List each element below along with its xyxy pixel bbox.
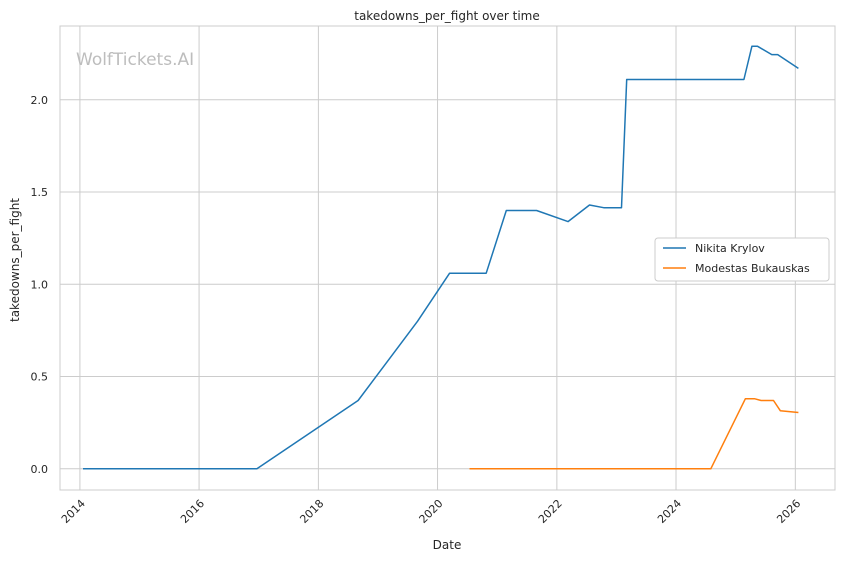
y-axis-label: takedowns_per_fight — [8, 198, 22, 322]
watermark: WolfTickets.AI — [76, 50, 194, 70]
plot-frame — [59, 25, 836, 491]
x-tick-label: 2018 — [297, 497, 326, 526]
series-line-modestas-bukauskas — [469, 397, 799, 470]
legend-label-nikita-krylov: Nikita Krylov — [695, 242, 765, 255]
series-line-nikita-krylov — [83, 45, 799, 470]
y-tick-label: 0.5 — [31, 371, 49, 384]
series-lines — [83, 45, 799, 470]
x-tick-label: 2020 — [417, 497, 446, 526]
x-tick-label: 2016 — [178, 497, 207, 526]
x-tick-label: 2024 — [655, 497, 684, 526]
y-tick-label: 1.5 — [31, 186, 49, 199]
x-tick-label: 2026 — [774, 497, 803, 526]
y-tick-label: 1.0 — [31, 278, 49, 291]
chart-title: takedowns_per_fight over time — [354, 9, 540, 23]
x-axis-label: Date — [433, 538, 462, 552]
legend: Nikita Krylov Modestas Bukauskas — [654, 237, 830, 282]
legend-label-modestas-bukauskas: Modestas Bukauskas — [695, 262, 810, 275]
y-tick-label: 0.0 — [31, 463, 49, 476]
legend-box — [654, 237, 830, 282]
x-tick-label: 2014 — [59, 497, 88, 526]
y-tick-label: 2.0 — [31, 94, 49, 107]
x-tick-label: 2022 — [536, 497, 565, 526]
tick-labels: 2014 2016 2018 2020 2022 2024 2026 0.0 0.5 1.0 1.5… — [31, 94, 804, 526]
